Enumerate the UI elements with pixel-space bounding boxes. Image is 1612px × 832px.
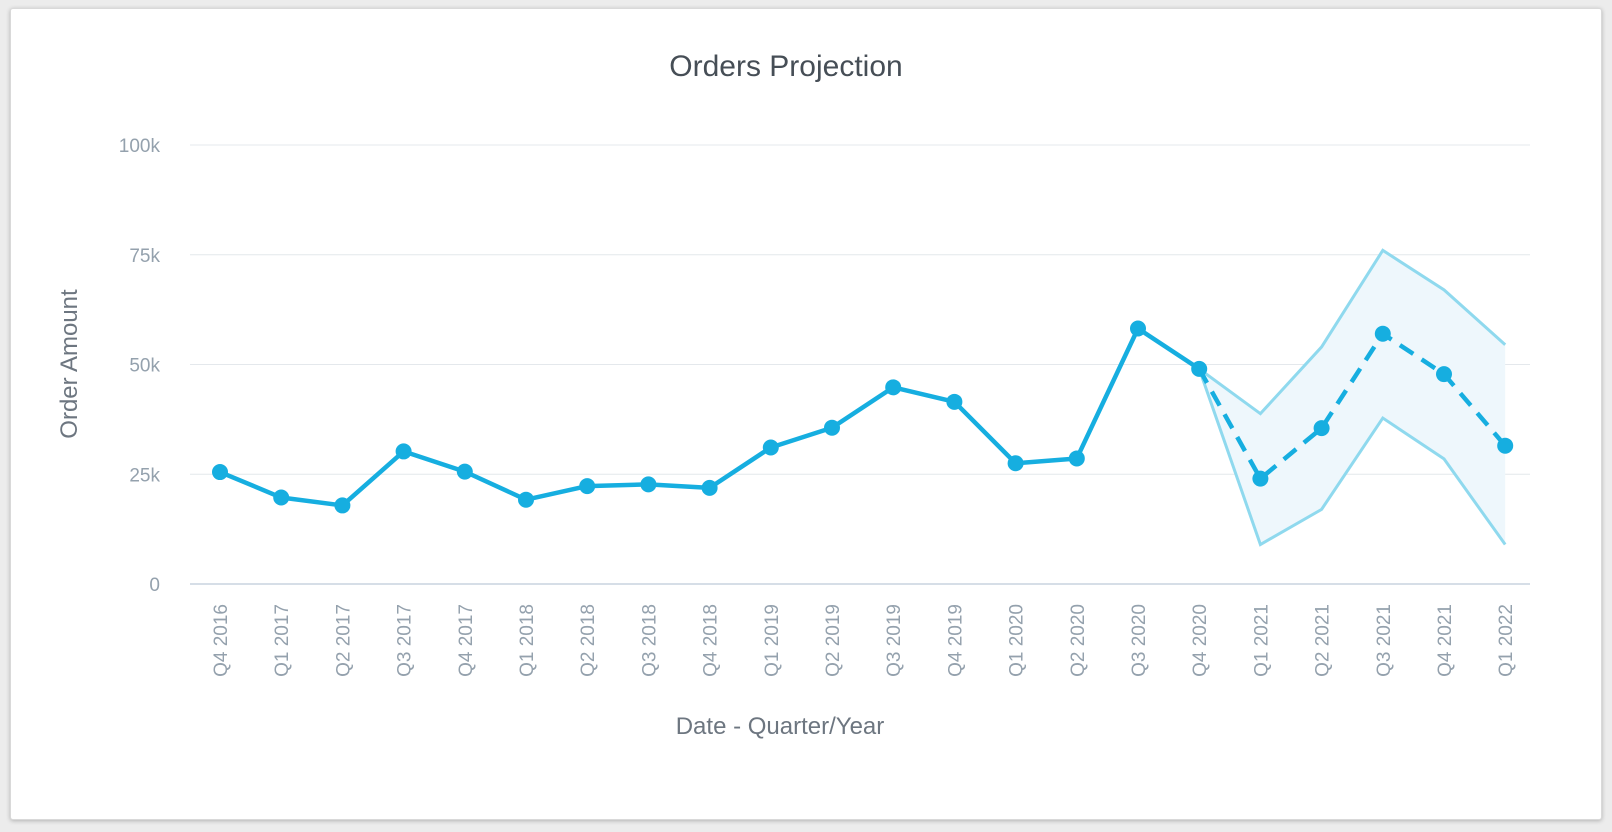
data-point — [885, 379, 902, 396]
confidence-upper-line — [1198, 248, 1507, 416]
confidence-band — [1197, 248, 1507, 547]
projection-point — [1497, 437, 1514, 454]
x-tick-label: Q4 2020 — [1190, 604, 1211, 677]
projection-point — [1313, 420, 1330, 437]
data-point — [946, 393, 963, 410]
x-tick-label: Q1 2022 — [1496, 604, 1517, 677]
x-tick-label: Q1 2021 — [1251, 604, 1272, 677]
y-tick-label: 75k — [129, 246, 160, 267]
x-tick-label: Q4 2019 — [945, 604, 966, 677]
confidence-lower-line — [1197, 368, 1507, 547]
x-tick-label: Q3 2017 — [395, 604, 416, 677]
data-point — [1130, 320, 1146, 337]
x-tick-label: Q3 2021 — [1374, 604, 1395, 677]
projection-point — [1252, 470, 1269, 487]
data-point — [824, 419, 840, 436]
y-tick-label: 50k — [129, 356, 160, 377]
data-point — [395, 443, 412, 460]
data-points — [212, 320, 1514, 514]
data-point — [701, 479, 718, 496]
projection-point — [1436, 366, 1452, 383]
y-axis-ticks: 0 25k 50k 75k 100k — [119, 136, 161, 596]
data-point — [456, 463, 473, 480]
data-point — [1191, 360, 1208, 377]
x-axis-ticks: Q4 2016 Q1 2017 Q2 2017 Q3 2017 Q4 2017 Q1 20… — [211, 604, 1517, 677]
x-tick-label: Q2 2020 — [1068, 604, 1089, 677]
x-tick-label: Q3 2019 — [884, 604, 905, 677]
y-axis-title: Order Amount — [56, 289, 83, 439]
y-tick-label: 100k — [119, 136, 161, 157]
x-tick-label: Q2 2021 — [1313, 604, 1334, 677]
projection-point — [1374, 325, 1391, 342]
projection-line — [1197, 331, 1507, 481]
actual-line — [217, 326, 1202, 508]
data-point — [212, 464, 228, 481]
x-tick-label: Q2 2019 — [823, 604, 844, 677]
x-tick-label: Q4 2016 — [211, 604, 232, 677]
x-tick-label: Q3 2018 — [639, 604, 660, 677]
x-tick-label: Q4 2021 — [1435, 604, 1456, 677]
x-tick-label: Q1 2019 — [762, 604, 783, 677]
y-tick-label: 25k — [129, 465, 160, 486]
x-tick-label: Q4 2018 — [701, 604, 722, 677]
data-point — [334, 497, 351, 514]
x-axis-title: Date - Quarter/Year — [676, 713, 885, 740]
x-tick-label: Q1 2017 — [272, 604, 293, 677]
x-tick-label: Q2 2017 — [333, 604, 354, 677]
data-point — [1007, 455, 1024, 472]
x-tick-label: Q3 2020 — [1129, 604, 1150, 677]
x-tick-label: Q1 2020 — [1007, 604, 1028, 677]
y-tick-label: 0 — [149, 575, 160, 596]
chart-title: Orders Projection — [669, 50, 902, 83]
x-tick-label: Q4 2017 — [456, 604, 477, 677]
data-point — [273, 489, 290, 506]
data-point — [1068, 450, 1085, 467]
confidence-band-area — [1199, 250, 1506, 545]
data-point — [640, 476, 657, 493]
x-tick-label: Q2 2018 — [578, 604, 599, 677]
data-point — [579, 478, 596, 495]
x-tick-label: Q1 2018 — [517, 604, 538, 677]
data-point — [762, 439, 779, 456]
data-point — [518, 491, 534, 508]
